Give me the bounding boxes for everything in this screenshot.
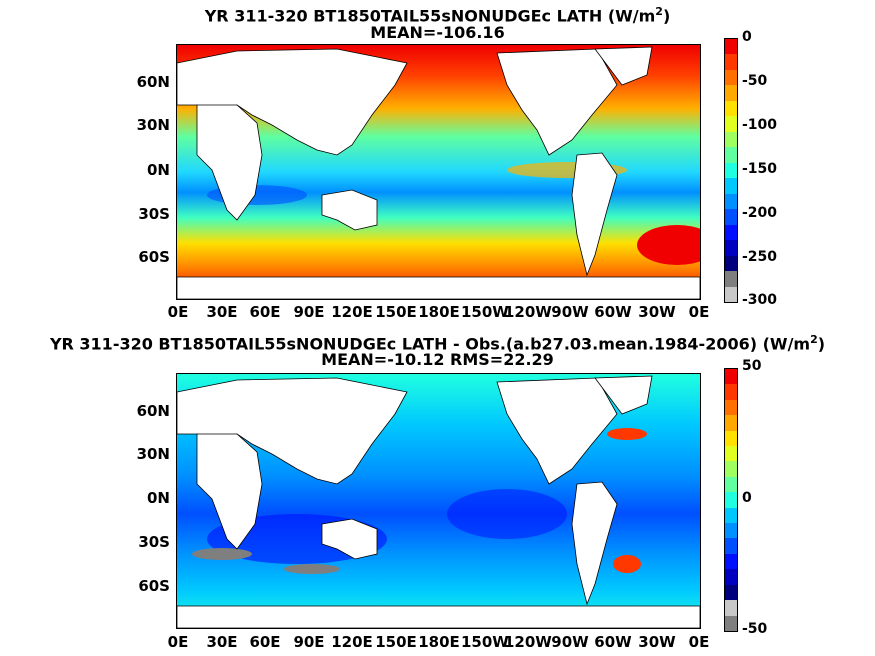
panel2-lon-label: 120E <box>331 633 373 651</box>
colorbar-segment <box>725 193 737 210</box>
panel2-lon-label: 30W <box>638 633 676 651</box>
panel2-lon-label: 0E <box>688 633 710 651</box>
colorbar-segment <box>725 384 737 400</box>
panel1-lat-label: 60S <box>138 248 170 266</box>
colorbar-segment <box>725 240 737 256</box>
panel2-subtitle: MEAN=-10.12 RMS=22.29 <box>321 350 554 369</box>
panel1-lon-label: 120W <box>504 303 552 321</box>
panel2-colorbar-tick: 50 <box>742 358 762 374</box>
panel1-lat-label: 60N <box>136 73 170 91</box>
colorbar-segment <box>725 209 737 225</box>
panel1-lon-label: 60E <box>249 303 281 321</box>
colorbar-segment <box>725 116 737 132</box>
colorbar-segment <box>725 255 737 272</box>
panel1-lat-label: 30S <box>138 205 170 223</box>
panel2-lat-label: 30N <box>136 445 170 463</box>
colorbar-segment <box>725 569 737 585</box>
colorbar-segment <box>725 147 737 163</box>
colorbar-segment <box>725 39 737 55</box>
panel1-colorbar-tick: -100 <box>742 117 778 133</box>
panel1-colorbar-tick: -200 <box>742 205 778 221</box>
colorbar-segment <box>725 178 737 194</box>
colorbar-segment <box>725 224 737 241</box>
panel2-lat-label: 60N <box>136 402 170 420</box>
colorbar-segment <box>725 538 737 554</box>
panel2-colorbar-tick: -50 <box>742 621 768 637</box>
colorbar-segment <box>725 100 737 117</box>
panel1-lon-label: 0E <box>167 303 189 321</box>
colorbar-segment <box>725 286 737 302</box>
colorbar-segment <box>725 415 737 431</box>
panel1-lat-label: 0N <box>147 161 170 179</box>
panel2-lon-label: 60W <box>594 633 632 651</box>
panel1-map <box>176 44 701 300</box>
colorbar-segment <box>725 507 737 524</box>
colorbar-segment <box>725 54 737 70</box>
colorbar-segment <box>725 271 737 287</box>
panel1-lon-label: 90W <box>551 303 589 321</box>
panel2-lon-label: 120W <box>504 633 552 651</box>
colorbar-segment <box>725 446 737 462</box>
panel2-lon-label: 30E <box>206 633 238 651</box>
panel2-title: YR 311-320 BT1850TAIL55sNONUDGEc LATH - … <box>49 333 826 354</box>
panel2-lat-label: 0N <box>147 489 170 507</box>
panel1-lon-label: 30W <box>638 303 676 321</box>
colorbar-segment <box>725 600 737 616</box>
colorbar-segment <box>725 69 737 86</box>
panel1-title: YR 311-320 BT1850TAIL55sNONUDGEc LATH (W… <box>204 5 671 26</box>
colorbar-segment <box>725 523 737 539</box>
panel1-colorbar-tick: 0 <box>742 29 752 45</box>
panel1-lat-label: 30N <box>136 116 170 134</box>
panel2-lat-label: 60S <box>138 577 170 595</box>
colorbar-segment <box>725 430 737 447</box>
panel2-lon-label: 0E <box>167 633 189 651</box>
panel1-colorbar-tick: -300 <box>742 292 778 308</box>
panel1-lon-label: 150W <box>461 303 509 321</box>
colorbar-segment <box>725 461 737 477</box>
panel2-colorbar <box>724 368 738 632</box>
panel1-colorbar-tick: -150 <box>742 161 778 177</box>
panel1-lon-label: 60W <box>594 303 632 321</box>
panel2-lon-label: 60E <box>249 633 281 651</box>
panel1-land <box>177 46 700 299</box>
colorbar-segment <box>725 85 737 101</box>
colorbar-segment <box>725 492 737 508</box>
panel1-colorbar-tick: -50 <box>742 73 768 89</box>
colorbar-segment <box>725 131 737 148</box>
panel2-colorbar-tick: 0 <box>742 490 752 506</box>
panel2-lon-label: 180E <box>418 633 460 651</box>
panel2-lon-label: 90W <box>551 633 589 651</box>
colorbar-segment <box>725 162 737 179</box>
colorbar-segment <box>725 399 737 416</box>
colorbar-segment <box>725 369 737 385</box>
panel1-lon-label: 0E <box>688 303 710 321</box>
panel1-colorbar <box>724 38 738 303</box>
panel1-colorbar-tick: -250 <box>742 249 778 265</box>
colorbar-segment <box>725 615 737 631</box>
panel2-map <box>176 373 701 629</box>
panel1-lon-label: 90E <box>293 303 325 321</box>
panel1-lon-label: 150E <box>375 303 417 321</box>
panel2-lon-label: 150E <box>375 633 417 651</box>
colorbar-segment <box>725 476 737 493</box>
panel2-lon-label: 90E <box>293 633 325 651</box>
panel1-lon-label: 180E <box>418 303 460 321</box>
panel2-lat-label: 30S <box>138 533 170 551</box>
colorbar-segment <box>725 553 737 570</box>
panel2-land <box>177 375 700 628</box>
panel1-subtitle: MEAN=-106.16 <box>370 23 505 42</box>
panel1-lon-label: 120E <box>331 303 373 321</box>
colorbar-segment <box>725 584 737 601</box>
panel2-lon-label: 150W <box>461 633 509 651</box>
panel1-lon-label: 30E <box>206 303 238 321</box>
